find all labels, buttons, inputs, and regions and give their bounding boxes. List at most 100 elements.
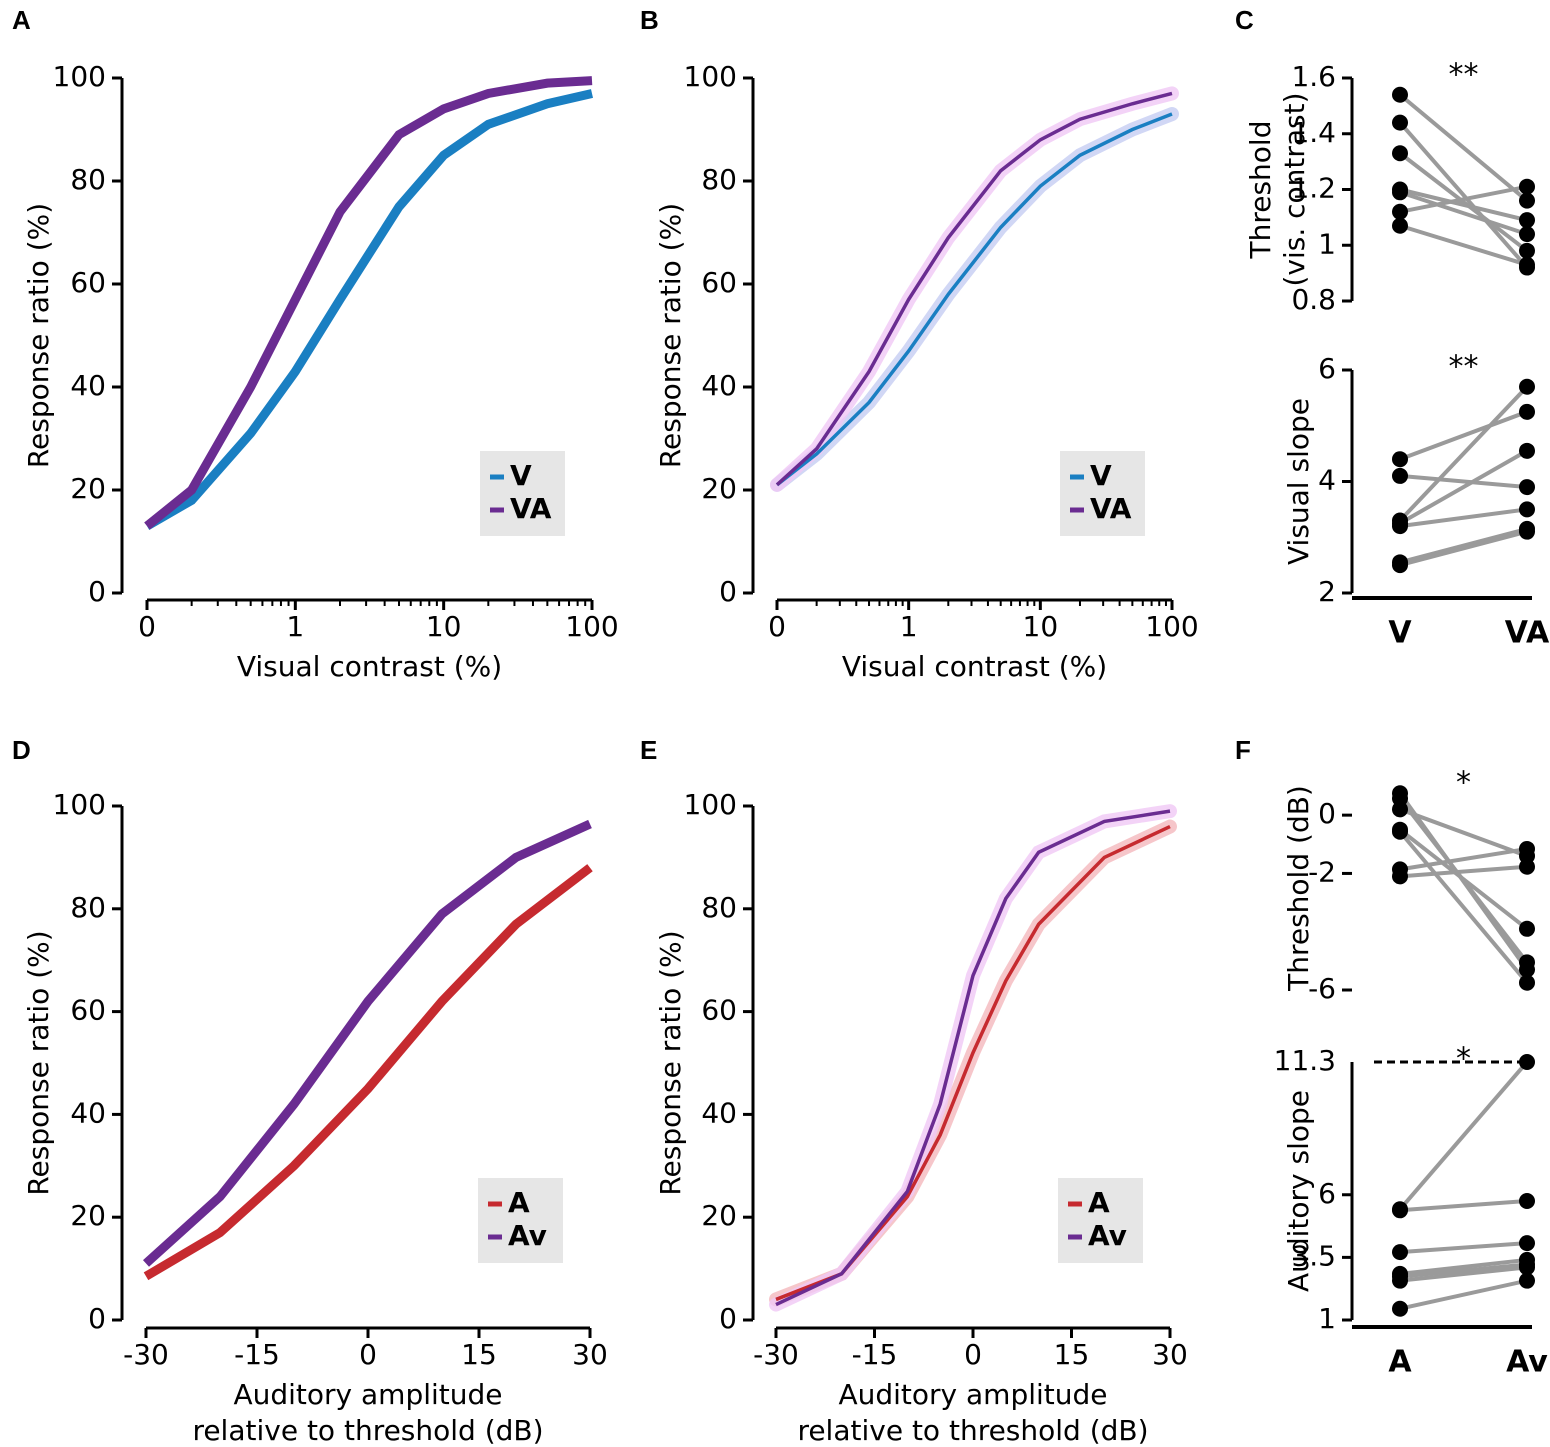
y-tick-label: 40: [701, 369, 737, 402]
x-tick-label: 0: [964, 1338, 982, 1371]
subject-dot: [1392, 467, 1408, 484]
subject-dot: [1392, 114, 1408, 131]
y-tick-label: 0: [719, 575, 737, 608]
x-axis-label: relative to threshold (dB): [797, 1414, 1148, 1447]
subject-dot: [1519, 1193, 1535, 1210]
pair-line: [1398, 121, 1529, 269]
curve: [775, 809, 1171, 1307]
y-tick-label: 1.6: [1291, 60, 1336, 93]
y-axis-label: Response ratio (%): [654, 203, 687, 468]
pair-line: [1398, 1060, 1529, 1211]
y-tick-label: 20: [701, 472, 737, 505]
y-tick-label: 100: [684, 788, 737, 821]
subject-dot: [1519, 479, 1535, 496]
pair-line: [1399, 1241, 1528, 1255]
x-tick-label: 1: [900, 610, 918, 643]
subject-dot: [1392, 518, 1408, 535]
y-tick-label: 1.2: [1291, 172, 1336, 205]
x-tick-label: 30: [572, 1338, 608, 1371]
subject-dot: [1519, 920, 1535, 937]
x-tick-label: 100: [565, 610, 618, 643]
y-tick-label: 80: [701, 891, 737, 924]
legend-label: A: [508, 1186, 530, 1219]
curve: [144, 76, 593, 530]
y-tick-label: 11.3: [1274, 1044, 1336, 1077]
x-tick-label: Av: [1506, 1345, 1548, 1380]
significance: **: [1449, 58, 1479, 93]
subject-dot: [1392, 1272, 1408, 1289]
pair-line: [1399, 864, 1528, 879]
subject-dot: [1519, 954, 1535, 971]
y-tick-label: 0: [1318, 797, 1336, 830]
subject-dot: [1519, 501, 1535, 518]
y-tick-label: 4: [1318, 464, 1336, 497]
y-tick-label: 100: [684, 60, 737, 93]
subject-dot: [1392, 184, 1408, 201]
x-tick-label: A: [1388, 1345, 1412, 1380]
y-tick-label: 1.4: [1291, 116, 1336, 149]
subject-dot: [1519, 226, 1535, 243]
y-tick-label: 80: [70, 163, 106, 196]
legend-label: V: [1090, 459, 1112, 492]
x-tick-label: -30: [123, 1338, 169, 1371]
pair-line: [1399, 409, 1528, 462]
x-tick-label: -30: [753, 1338, 799, 1371]
y-axis-label: Response ratio (%): [22, 203, 55, 468]
x-tick-label: 1: [286, 610, 304, 643]
y-tick-label: -6: [1308, 972, 1336, 1005]
x-tick-label: 15: [461, 1338, 497, 1371]
subject-dot: [1392, 203, 1408, 220]
y-tick-label: 2: [1318, 575, 1336, 608]
subject-dot: [1392, 823, 1408, 840]
subject-dot: [1519, 840, 1535, 857]
y-tick-label: 6: [1318, 352, 1336, 385]
significance: *: [1456, 1042, 1471, 1077]
pair-line: [1399, 846, 1528, 872]
y-tick-label: 0: [88, 1302, 106, 1335]
x-tick-label: 10: [426, 610, 462, 643]
pair-line: [1398, 828, 1529, 931]
x-tick-label: VA: [1505, 616, 1550, 651]
x-tick-label: -15: [852, 1338, 898, 1371]
pair-line: [1399, 1278, 1528, 1311]
curve: [775, 112, 1173, 487]
x-axis-label: Visual contrast (%): [842, 650, 1107, 683]
y-tick-label: 20: [70, 472, 106, 505]
x-tick-label: -15: [234, 1338, 280, 1371]
x-tick-label: 100: [1145, 610, 1198, 643]
subject-dot: [1519, 1272, 1535, 1289]
subject-dot: [1519, 1235, 1535, 1252]
x-tick-label: V: [1388, 616, 1412, 651]
y-axis-label: Response ratio (%): [22, 930, 55, 1195]
y-tick-label: 100: [53, 60, 106, 93]
pair-line: [1399, 223, 1528, 267]
x-tick-label: 10: [1023, 610, 1059, 643]
pair-line: [1399, 1257, 1528, 1276]
subject-dot: [1392, 868, 1408, 885]
y-tick-label: 0.8: [1291, 283, 1336, 316]
subject-dot: [1519, 242, 1535, 259]
pair-line: [1399, 1199, 1528, 1213]
legend-label: VA: [1090, 492, 1132, 525]
pair-line: [1399, 1262, 1528, 1279]
curve: [143, 864, 593, 1281]
y-axis-label: Threshold (dB): [1282, 785, 1315, 992]
y-tick-label: 3.5: [1291, 1239, 1336, 1272]
y-axis-label: Threshold: [1244, 121, 1277, 260]
y-tick-label: 40: [70, 369, 106, 402]
subject-dot: [1519, 858, 1535, 875]
y-tick-label: 40: [70, 1096, 106, 1129]
x-axis-label: Visual contrast (%): [237, 650, 502, 683]
y-tick-label: 20: [70, 1199, 106, 1232]
pair-line: [1399, 526, 1528, 565]
pair-line: [1399, 529, 1528, 568]
subject-dot: [1519, 378, 1535, 395]
y-tick-label: 80: [70, 891, 106, 924]
pair-line: [1398, 830, 1529, 985]
y-axis-label: (vis. contrast): [1278, 92, 1311, 286]
y-tick-label: 1: [1318, 227, 1336, 260]
x-tick-label: 0: [768, 610, 786, 643]
y-tick-label: 0: [719, 1302, 737, 1335]
panel-label: C: [1235, 5, 1254, 35]
subject-dot: [1392, 801, 1408, 818]
